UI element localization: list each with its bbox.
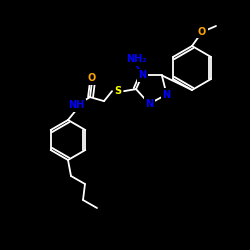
- Text: O: O: [198, 27, 206, 37]
- Text: N: N: [162, 90, 171, 100]
- Text: N: N: [145, 99, 153, 109]
- Text: S: S: [114, 86, 121, 96]
- Text: O: O: [88, 73, 96, 83]
- Text: NH₂: NH₂: [126, 54, 146, 64]
- Text: NH: NH: [68, 100, 84, 110]
- Text: N: N: [138, 70, 146, 81]
